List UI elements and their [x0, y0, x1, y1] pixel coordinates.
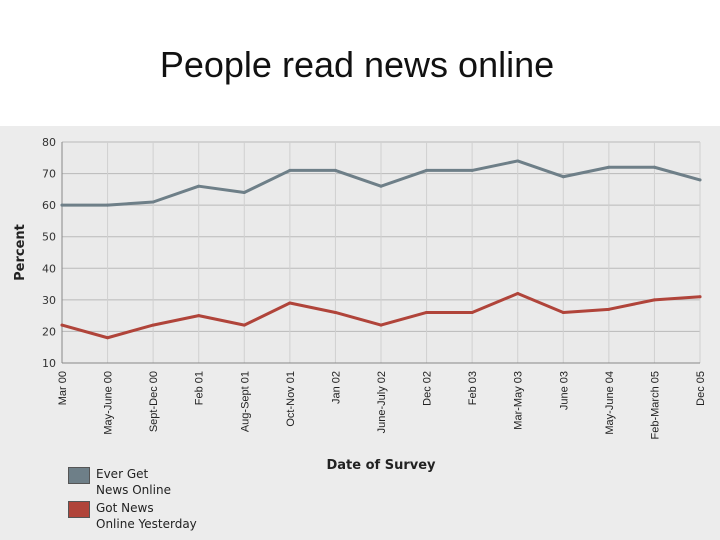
x-tick-label: Mar 00	[57, 371, 69, 405]
x-tick-label: June-July 02	[376, 371, 388, 433]
data-point	[60, 203, 64, 207]
data-point	[470, 168, 474, 172]
data-point	[516, 292, 520, 296]
y-tick-label: 40	[42, 262, 56, 275]
data-point	[60, 323, 64, 327]
y-tick-label: 10	[42, 357, 56, 370]
data-point	[652, 298, 656, 302]
x-tick-label: Sept-Dec 00	[148, 371, 160, 432]
x-tick-label: Jan 02	[330, 371, 342, 404]
data-point	[607, 165, 611, 169]
data-point	[197, 314, 201, 318]
data-point	[425, 310, 429, 314]
y-tick-label: 20	[42, 325, 56, 338]
legend-swatch-got-news-yesterday	[68, 501, 90, 518]
chart-legend: Ever Get News Online Got News Online Yes…	[68, 466, 231, 534]
legend-swatch-ever-get-news	[68, 467, 90, 484]
x-axis-label: Date of Survey	[326, 458, 436, 473]
legend-label-line: Ever Get	[96, 467, 149, 481]
x-tick-label: Feb 03	[467, 371, 479, 405]
data-point	[379, 184, 383, 188]
data-point	[333, 310, 337, 314]
x-tick-label: Feb 01	[194, 371, 206, 405]
data-point	[288, 168, 292, 172]
y-tick-label: 30	[42, 294, 56, 307]
data-point	[288, 301, 292, 305]
legend-label-got-news-yesterday: Got News Online Yesterday	[96, 500, 231, 532]
x-tick-label: Feb-March 05	[649, 371, 661, 439]
data-point	[561, 310, 565, 314]
data-point	[470, 310, 474, 314]
legend-label-line: Online Yesterday	[96, 517, 197, 531]
x-tick-label: Mar-May 03	[513, 371, 525, 430]
x-tick-label: Dec 05	[695, 371, 707, 406]
data-point	[516, 159, 520, 163]
x-tick-label: Dec 02	[422, 371, 434, 406]
x-tick-label: Aug-Sept 01	[239, 371, 251, 432]
data-point	[698, 295, 702, 299]
slide-title: People read news online	[159, 44, 555, 85]
legend-label-line: Got News	[96, 501, 154, 515]
y-tick-label: 80	[42, 136, 56, 149]
data-point	[561, 175, 565, 179]
x-tick-label: May-June 00	[103, 371, 115, 435]
data-point	[242, 191, 246, 195]
y-tick-label: 70	[42, 168, 56, 181]
data-point	[151, 323, 155, 327]
y-tick-label: 60	[42, 199, 56, 212]
data-point	[379, 323, 383, 327]
legend-item-got-news-yesterday: Got News Online Yesterday	[68, 500, 231, 532]
data-point	[698, 178, 702, 182]
x-tick-label: June 03	[558, 371, 570, 410]
x-tick-label: Oct-Nov 01	[285, 371, 297, 427]
y-tick-label: 50	[42, 231, 56, 244]
line-chart: 10 20 30 40 50 60 70 80 Mar 00 May-June 00 Sept-De…	[13, 136, 707, 473]
data-point	[607, 307, 611, 311]
data-point	[242, 323, 246, 327]
y-axis-label: Percent	[13, 224, 28, 281]
legend-label-line: News Online	[96, 483, 171, 497]
x-tick-label: May-June 04	[604, 371, 616, 435]
data-point	[197, 184, 201, 188]
data-point	[151, 200, 155, 204]
data-point	[652, 165, 656, 169]
data-point	[106, 336, 110, 340]
data-point	[106, 203, 110, 207]
data-point	[333, 168, 337, 172]
legend-label-ever-get-news: Ever Get News Online	[96, 466, 231, 498]
data-point	[425, 168, 429, 172]
legend-item-ever-get-news: Ever Get News Online	[68, 466, 231, 498]
